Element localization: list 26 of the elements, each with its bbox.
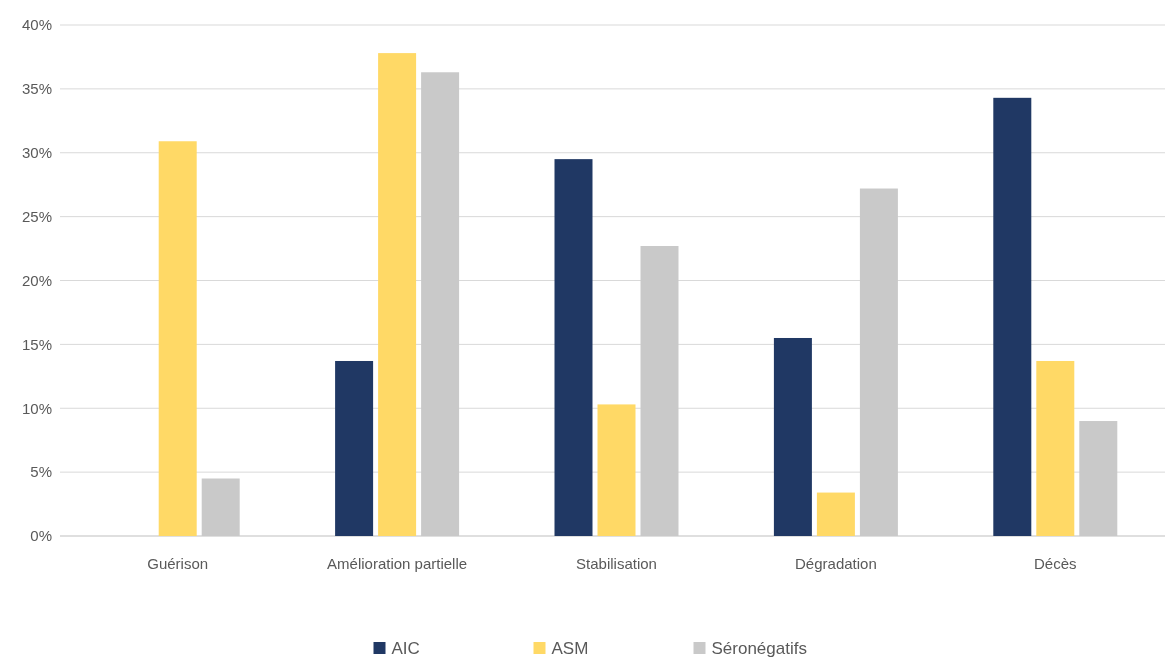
x-tick-label: Guérison [147,555,209,572]
x-tick-label: Stabilisation [576,555,657,572]
x-tick-label: Amélioration partielle [327,555,468,572]
y-tick-label: 25% [21,207,52,225]
bar [816,492,855,536]
legend-label: ASM [551,639,589,658]
bar [378,53,417,536]
legend-label: AIC [391,639,420,658]
y-tick-label: 30% [21,144,52,161]
bar [1036,360,1075,536]
legend-label: Séronégatifs [711,639,807,658]
bar [993,97,1032,536]
x-tick-label: Dégradation [795,555,877,572]
bar [773,337,812,536]
x-tick-label: Décès [1034,555,1077,572]
y-tick-label: 10% [21,399,52,417]
bar [158,141,197,536]
y-tick-label: 5% [30,463,52,481]
y-tick-label: 0% [30,527,52,545]
bar [335,360,374,536]
bar [597,404,636,536]
bar [554,159,593,536]
y-tick-label: 35% [21,80,52,98]
y-tick-label: 15% [21,335,52,353]
y-tick-label: 40% [21,16,52,34]
y-tick-label: 20% [21,271,52,289]
